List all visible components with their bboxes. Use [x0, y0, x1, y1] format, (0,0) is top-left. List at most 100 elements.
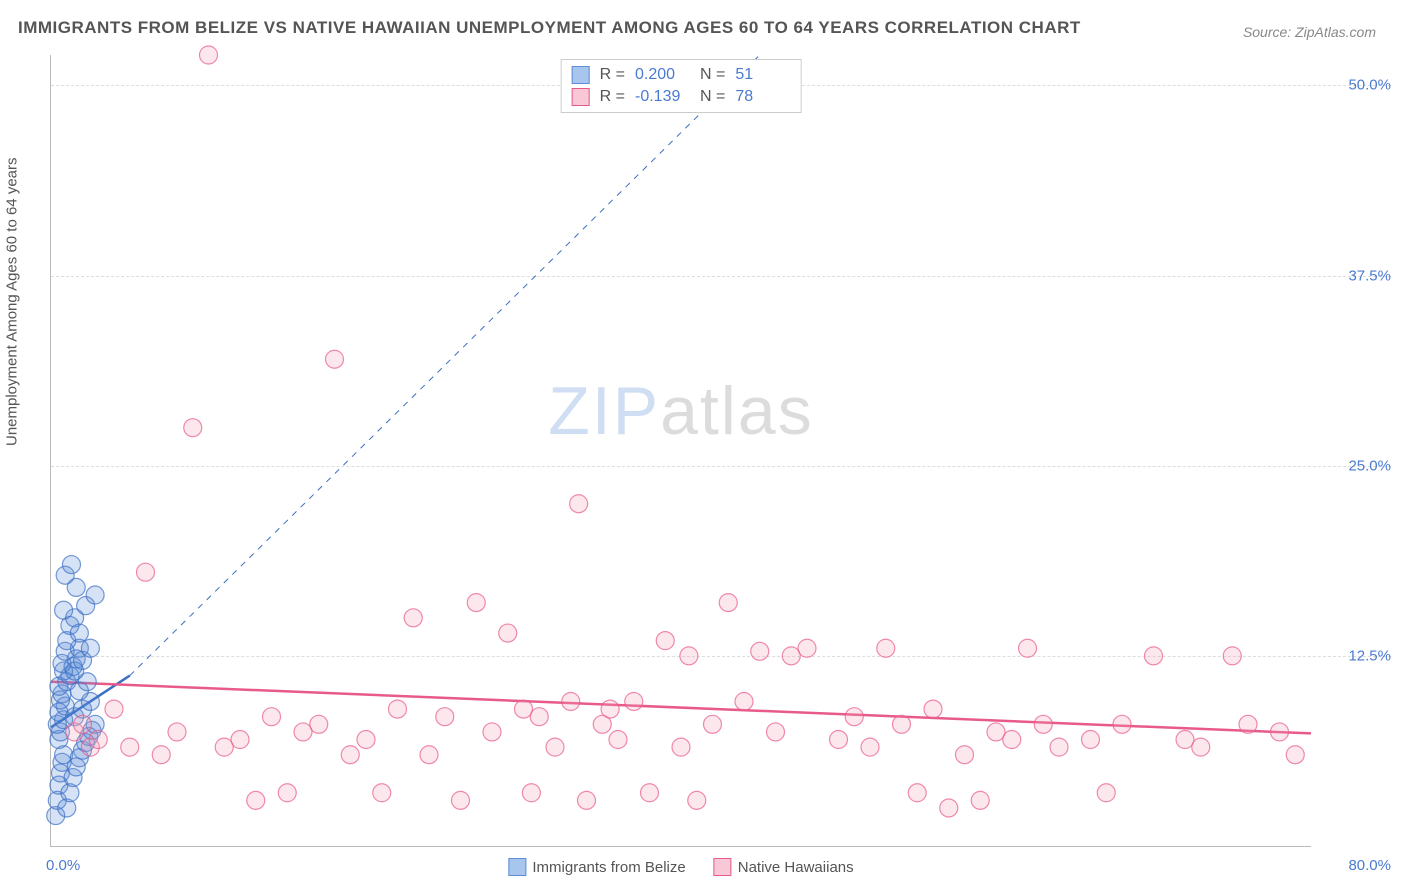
y-axis-label: Unemployment Among Ages 60 to 64 years — [4, 157, 21, 446]
scatter-point — [672, 738, 690, 756]
stat-label: N = — [700, 88, 725, 106]
scatter-point — [86, 586, 104, 604]
scatter-point — [530, 708, 548, 726]
scatter-point — [404, 609, 422, 627]
scatter-point — [1097, 784, 1115, 802]
stat-value: 0.200 — [635, 66, 690, 84]
y-tick-label: 25.0% — [1348, 457, 1391, 474]
scatter-point — [688, 791, 706, 809]
scatter-point — [845, 708, 863, 726]
swatch-icon — [572, 66, 590, 84]
scatter-point — [310, 715, 328, 733]
swatch-icon — [508, 858, 526, 876]
swatch-icon — [572, 88, 590, 106]
scatter-point — [877, 639, 895, 657]
scatter-point — [908, 784, 926, 802]
scatter-point — [499, 624, 517, 642]
scatter-point — [452, 791, 470, 809]
scatter-point — [231, 731, 249, 749]
scatter-point — [278, 784, 296, 802]
chart-title: IMMIGRANTS FROM BELIZE VS NATIVE HAWAIIA… — [18, 18, 1081, 38]
scatter-point — [1239, 715, 1257, 733]
scatter-point — [1050, 738, 1068, 756]
scatter-point — [798, 639, 816, 657]
scatter-point — [341, 746, 359, 764]
scatter-point — [1192, 738, 1210, 756]
scatter-point — [168, 723, 186, 741]
scatter-point — [940, 799, 958, 817]
scatter-point — [200, 46, 218, 64]
stats-row: R = -0.139 N = 78 — [572, 86, 791, 108]
scatter-point — [956, 746, 974, 764]
x-tick-label: 0.0% — [46, 857, 80, 874]
scatter-point — [263, 708, 281, 726]
scatter-point — [719, 594, 737, 612]
scatter-point — [81, 639, 99, 657]
scatter-point — [861, 738, 879, 756]
scatter-point — [1271, 723, 1289, 741]
scatter-point — [751, 642, 769, 660]
scatter-point — [105, 700, 123, 718]
scatter-point — [609, 731, 627, 749]
scatter-point — [704, 715, 722, 733]
scatter-point — [1145, 647, 1163, 665]
scatter-point — [137, 563, 155, 581]
scatter-point — [389, 700, 407, 718]
swatch-icon — [714, 858, 732, 876]
legend-item: Native Hawaiians — [714, 858, 854, 876]
scatter-point — [1034, 715, 1052, 733]
scatter-svg — [51, 55, 1311, 846]
scatter-point — [656, 632, 674, 650]
legend-bottom: Immigrants from Belize Native Hawaiians — [508, 858, 853, 876]
stat-value: 51 — [735, 66, 790, 84]
scatter-point — [601, 700, 619, 718]
scatter-point — [767, 723, 785, 741]
scatter-point — [578, 791, 596, 809]
stat-label: N = — [700, 66, 725, 84]
scatter-point — [546, 738, 564, 756]
scatter-point — [467, 594, 485, 612]
y-tick-label: 50.0% — [1348, 77, 1391, 94]
stats-row: R = 0.200 N = 51 — [572, 64, 791, 86]
scatter-point — [1223, 647, 1241, 665]
scatter-point — [893, 715, 911, 733]
source-attribution: Source: ZipAtlas.com — [1243, 24, 1376, 40]
scatter-point — [70, 624, 88, 642]
scatter-point — [326, 350, 344, 368]
stat-label: R = — [600, 88, 625, 106]
stat-value: -0.139 — [635, 88, 690, 106]
scatter-point — [55, 601, 73, 619]
scatter-point — [641, 784, 659, 802]
legend-label: Native Hawaiians — [738, 859, 854, 876]
scatter-point — [436, 708, 454, 726]
scatter-point — [680, 647, 698, 665]
stat-value: 78 — [735, 88, 790, 106]
scatter-point — [924, 700, 942, 718]
scatter-point — [184, 419, 202, 437]
legend-item: Immigrants from Belize — [508, 858, 685, 876]
scatter-point — [357, 731, 375, 749]
scatter-point — [522, 784, 540, 802]
scatter-point — [1003, 731, 1021, 749]
scatter-point — [420, 746, 438, 764]
scatter-point — [121, 738, 139, 756]
y-tick-label: 12.5% — [1348, 647, 1391, 664]
scatter-point — [735, 692, 753, 710]
stat-label: R = — [600, 66, 625, 84]
scatter-point — [247, 791, 265, 809]
scatter-point — [1286, 746, 1304, 764]
scatter-point — [830, 731, 848, 749]
scatter-point — [74, 715, 92, 733]
scatter-point — [625, 692, 643, 710]
scatter-point — [1019, 639, 1037, 657]
x-tick-label: 80.0% — [1348, 857, 1391, 874]
scatter-point — [152, 746, 170, 764]
scatter-point — [62, 556, 80, 574]
scatter-point — [89, 731, 107, 749]
scatter-point — [483, 723, 501, 741]
scatter-point — [1082, 731, 1100, 749]
chart-plot-area: ZIPatlas R = 0.200 N = 51 R = -0.139 N =… — [50, 55, 1311, 847]
scatter-point — [562, 692, 580, 710]
legend-label: Immigrants from Belize — [532, 859, 685, 876]
scatter-point — [971, 791, 989, 809]
